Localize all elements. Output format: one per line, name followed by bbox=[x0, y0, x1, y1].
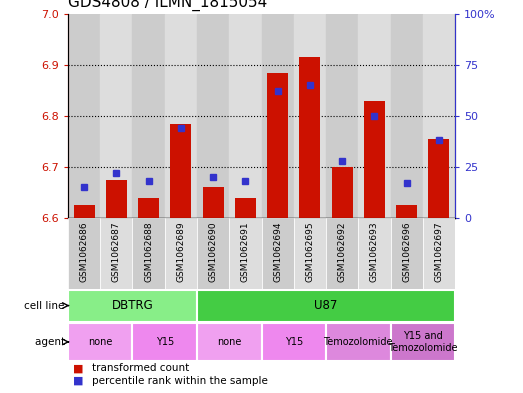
Text: Temozolomide: Temozolomide bbox=[324, 337, 393, 347]
Bar bbox=[428, 139, 449, 218]
Bar bbox=[396, 206, 417, 218]
Text: ■: ■ bbox=[73, 376, 84, 386]
Bar bbox=[364, 101, 385, 218]
Bar bbox=[229, 218, 262, 289]
Text: GSM1062686: GSM1062686 bbox=[79, 222, 88, 282]
Text: GSM1062697: GSM1062697 bbox=[435, 222, 444, 282]
Text: ■: ■ bbox=[73, 364, 84, 373]
Bar bbox=[197, 290, 455, 321]
Text: DBTRG: DBTRG bbox=[111, 299, 153, 312]
Bar bbox=[326, 14, 358, 218]
Text: GSM1062692: GSM1062692 bbox=[338, 222, 347, 282]
Bar bbox=[332, 167, 353, 218]
Bar bbox=[358, 14, 391, 218]
Bar bbox=[267, 73, 288, 218]
Bar bbox=[299, 57, 321, 218]
Bar bbox=[100, 218, 132, 289]
Bar bbox=[132, 14, 165, 218]
Bar bbox=[170, 124, 191, 218]
Bar bbox=[294, 14, 326, 218]
Bar bbox=[229, 14, 262, 218]
Text: GSM1062688: GSM1062688 bbox=[144, 222, 153, 282]
Bar bbox=[132, 323, 197, 361]
Bar bbox=[202, 187, 224, 218]
Text: GSM1062695: GSM1062695 bbox=[305, 222, 314, 282]
Bar bbox=[326, 323, 391, 361]
Bar bbox=[68, 14, 100, 218]
Text: none: none bbox=[217, 337, 242, 347]
Bar bbox=[138, 198, 159, 218]
Bar bbox=[391, 14, 423, 218]
Bar bbox=[262, 323, 326, 361]
Text: none: none bbox=[88, 337, 112, 347]
Text: GSM1062694: GSM1062694 bbox=[273, 222, 282, 282]
Bar bbox=[391, 218, 423, 289]
Bar bbox=[262, 218, 294, 289]
Bar bbox=[262, 14, 294, 218]
Bar bbox=[391, 323, 455, 361]
Text: GSM1062693: GSM1062693 bbox=[370, 222, 379, 282]
Text: Y15: Y15 bbox=[285, 337, 303, 347]
Text: percentile rank within the sample: percentile rank within the sample bbox=[92, 376, 267, 386]
Bar bbox=[68, 323, 132, 361]
Text: GSM1062691: GSM1062691 bbox=[241, 222, 250, 282]
Bar bbox=[294, 218, 326, 289]
Bar bbox=[68, 218, 100, 289]
Bar bbox=[423, 14, 455, 218]
Bar bbox=[197, 14, 229, 218]
Bar bbox=[197, 323, 262, 361]
Text: GSM1062687: GSM1062687 bbox=[112, 222, 121, 282]
Text: GSM1062696: GSM1062696 bbox=[402, 222, 411, 282]
Bar bbox=[423, 218, 455, 289]
Bar bbox=[100, 14, 132, 218]
Text: GSM1062690: GSM1062690 bbox=[209, 222, 218, 282]
Text: Y15: Y15 bbox=[156, 337, 174, 347]
Bar bbox=[326, 218, 358, 289]
Text: cell line: cell line bbox=[25, 301, 68, 310]
Text: agent: agent bbox=[35, 337, 68, 347]
Text: Y15 and
Temozolomide: Y15 and Temozolomide bbox=[388, 331, 458, 353]
Text: GDS4808 / ILMN_1815054: GDS4808 / ILMN_1815054 bbox=[68, 0, 267, 11]
Bar bbox=[106, 180, 127, 218]
Text: transformed count: transformed count bbox=[92, 364, 189, 373]
Text: GSM1062689: GSM1062689 bbox=[176, 222, 185, 282]
Bar bbox=[68, 290, 197, 321]
Bar bbox=[197, 218, 229, 289]
Bar bbox=[132, 218, 165, 289]
Text: U87: U87 bbox=[314, 299, 338, 312]
Bar bbox=[165, 218, 197, 289]
Bar bbox=[358, 218, 391, 289]
Bar bbox=[165, 14, 197, 218]
Bar bbox=[74, 206, 95, 218]
Bar bbox=[235, 198, 256, 218]
